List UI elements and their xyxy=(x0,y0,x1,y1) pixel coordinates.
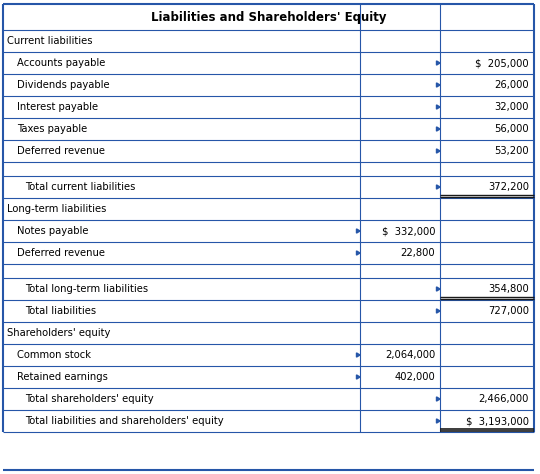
Text: 372,200: 372,200 xyxy=(488,182,529,192)
Polygon shape xyxy=(356,375,360,379)
Text: $  205,000: $ 205,000 xyxy=(475,58,529,68)
Text: Dividends payable: Dividends payable xyxy=(17,80,110,90)
Polygon shape xyxy=(436,309,440,313)
Polygon shape xyxy=(436,287,440,291)
Text: Total long-term liabilities: Total long-term liabilities xyxy=(25,284,148,294)
Text: 727,000: 727,000 xyxy=(488,306,529,316)
Polygon shape xyxy=(436,397,440,401)
Text: Taxes payable: Taxes payable xyxy=(17,124,87,134)
Text: 2,064,000: 2,064,000 xyxy=(384,350,435,360)
Text: 2,466,000: 2,466,000 xyxy=(478,394,529,404)
Text: Interest payable: Interest payable xyxy=(17,102,98,112)
Text: Total liabilities and shareholders' equity: Total liabilities and shareholders' equi… xyxy=(25,416,224,426)
Polygon shape xyxy=(356,353,360,357)
Polygon shape xyxy=(436,83,440,87)
Text: Accounts payable: Accounts payable xyxy=(17,58,105,68)
Text: 56,000: 56,000 xyxy=(495,124,529,134)
Text: Long-term liabilities: Long-term liabilities xyxy=(7,204,106,214)
Text: Shareholders' equity: Shareholders' equity xyxy=(7,328,110,338)
Polygon shape xyxy=(436,185,440,189)
Text: Total current liabilities: Total current liabilities xyxy=(25,182,136,192)
Polygon shape xyxy=(436,61,440,65)
Text: Common stock: Common stock xyxy=(17,350,91,360)
Text: Deferred revenue: Deferred revenue xyxy=(17,248,105,258)
Polygon shape xyxy=(436,127,440,131)
Text: Notes payable: Notes payable xyxy=(17,226,89,236)
Text: 53,200: 53,200 xyxy=(495,146,529,156)
Polygon shape xyxy=(436,149,440,153)
Text: 22,800: 22,800 xyxy=(400,248,435,258)
Text: $  3,193,000: $ 3,193,000 xyxy=(466,416,529,426)
Polygon shape xyxy=(356,229,360,233)
Text: 402,000: 402,000 xyxy=(394,372,435,382)
Text: 354,800: 354,800 xyxy=(488,284,529,294)
Text: Total liabilities: Total liabilities xyxy=(25,306,96,316)
Polygon shape xyxy=(436,419,440,423)
Polygon shape xyxy=(436,105,440,109)
Text: Current liabilities: Current liabilities xyxy=(7,36,92,46)
Text: Liabilities and Shareholders' Equity: Liabilities and Shareholders' Equity xyxy=(151,10,386,24)
Text: Total shareholders' equity: Total shareholders' equity xyxy=(25,394,153,404)
Text: 32,000: 32,000 xyxy=(495,102,529,112)
Text: Deferred revenue: Deferred revenue xyxy=(17,146,105,156)
Text: 26,000: 26,000 xyxy=(495,80,529,90)
Text: Retained earnings: Retained earnings xyxy=(17,372,108,382)
Text: $  332,000: $ 332,000 xyxy=(381,226,435,236)
Polygon shape xyxy=(356,251,360,255)
